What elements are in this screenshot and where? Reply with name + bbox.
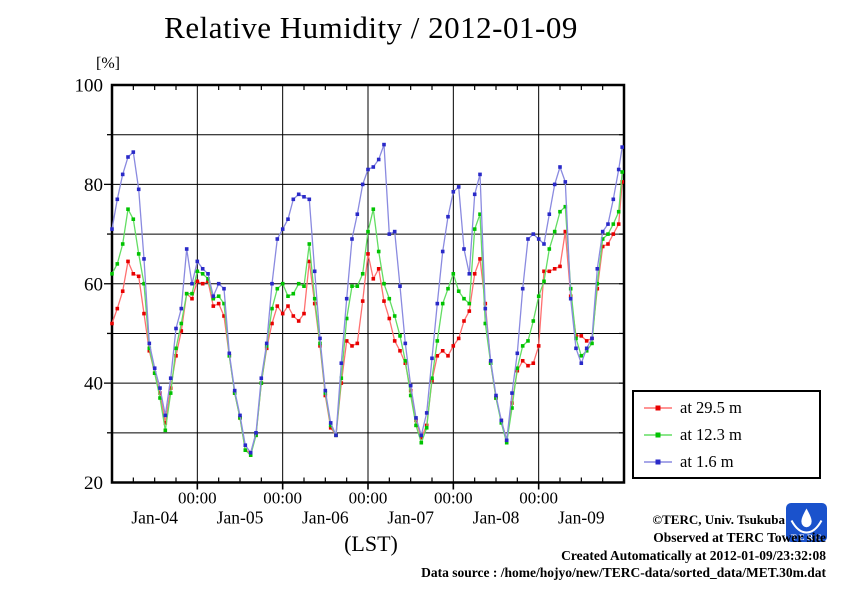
- legend-marker-red: [644, 405, 672, 410]
- x-axis-label: (LST): [344, 531, 398, 556]
- series-at-1-6-m: [110, 142, 624, 455]
- legend-item-12-3m: at 12.3 m: [643, 425, 819, 445]
- x-day-label: Jan-05: [217, 508, 264, 528]
- y-tick-label: 20: [84, 473, 103, 494]
- legend-label: at 1.6 m: [680, 451, 734, 471]
- credit-datasource: Data source : /home/hojyo/new/TERC-data/…: [421, 565, 826, 580]
- series-line: [111, 144, 623, 455]
- chart-title: Relative Humidity / 2012-01-09: [164, 10, 578, 45]
- legend-item-29-5m: at 29.5 m: [643, 398, 819, 418]
- legend-marker-green: [644, 432, 672, 437]
- x-tick-label: 00:00: [519, 489, 558, 508]
- logo-text: TERC: [791, 532, 825, 542]
- water-drop-icon: [801, 508, 812, 528]
- series-line: [111, 171, 623, 457]
- legend-label: at 29.5 m: [680, 397, 742, 417]
- series-at-12-3-m: [110, 170, 624, 457]
- y-tick-label: 60: [84, 274, 103, 295]
- credit-observed: Observed at TERC Tower site: [653, 530, 826, 545]
- x-tick-label: 00:00: [263, 489, 302, 508]
- x-day-label: Jan-07: [387, 508, 434, 528]
- legend-item-1-6m: at 1.6 m: [643, 452, 819, 472]
- y-tick-label: 40: [84, 374, 103, 395]
- legend-marker-blue: [644, 459, 672, 464]
- y-tick-label: 100: [75, 76, 104, 97]
- x-day-label: Jan-09: [558, 508, 605, 528]
- credit-created: Created Automatically at 2012-01-09/23:3…: [561, 548, 826, 563]
- x-tick-label: 00:00: [178, 489, 217, 508]
- logo-arc: [790, 520, 823, 534]
- terc-logo: TERC: [786, 503, 827, 542]
- legend-label: at 12.3 m: [680, 424, 742, 444]
- x-day-label: Jan-06: [302, 508, 349, 528]
- x-tick-label: 00:00: [434, 489, 473, 508]
- y-axis-unit-label: [%]: [96, 55, 120, 72]
- series-at-29-5-m: [110, 180, 624, 455]
- x-tick-label: 00:00: [349, 489, 388, 508]
- x-day-label: Jan-08: [473, 508, 520, 528]
- legend: at 29.5 m at 12.3 m at 1.6 m: [632, 390, 821, 479]
- x-day-label: Jan-04: [131, 508, 178, 528]
- series-line: [111, 181, 623, 454]
- credit-copyright: ©TERC, Univ. Tsukuba: [652, 512, 785, 527]
- y-tick-label: 80: [84, 175, 103, 196]
